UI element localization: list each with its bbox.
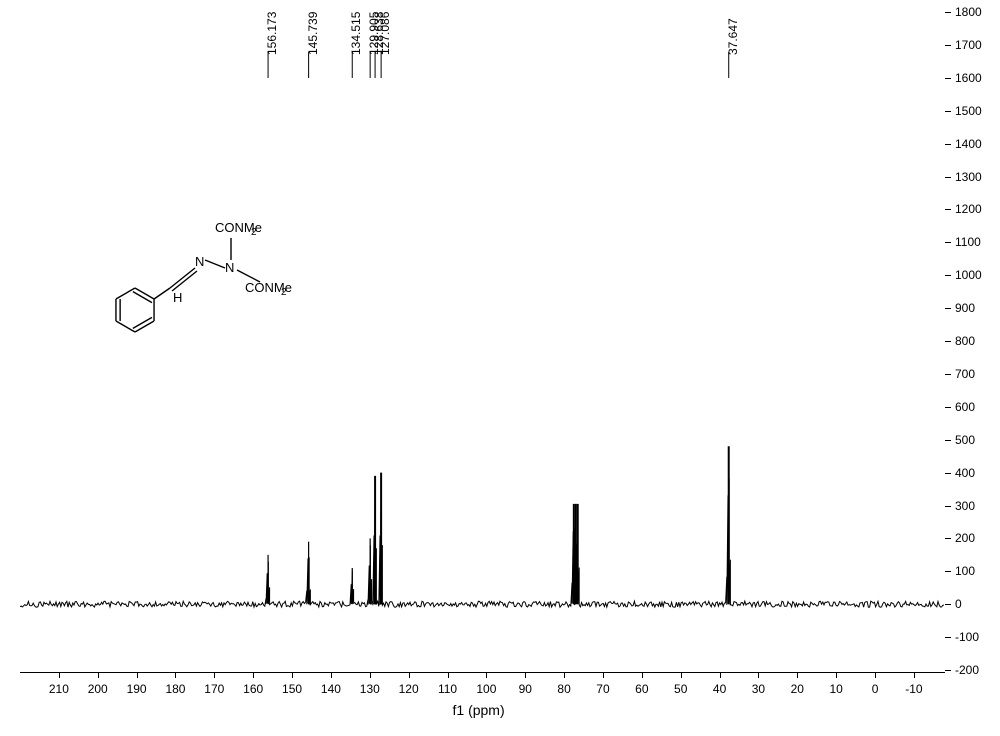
svg-text:2: 2 (281, 287, 287, 298)
chemical-structure: HNNCONMe2CONMe2 (116, 220, 292, 332)
peak-label: 37.647 (726, 18, 740, 55)
peak-label: 145.739 (306, 12, 320, 55)
structure-label: N (225, 260, 234, 275)
peak-label: 127.086 (378, 12, 392, 55)
spectrum-trace (20, 477, 944, 607)
peak-label: 134.515 (349, 12, 363, 55)
peak-label: 156.173 (265, 12, 279, 55)
structure-label: H (173, 290, 182, 305)
structure-label: N (195, 254, 204, 269)
svg-text:2: 2 (251, 227, 257, 238)
spectrum-svg: HNNCONMe2CONMe2 (0, 0, 1000, 736)
